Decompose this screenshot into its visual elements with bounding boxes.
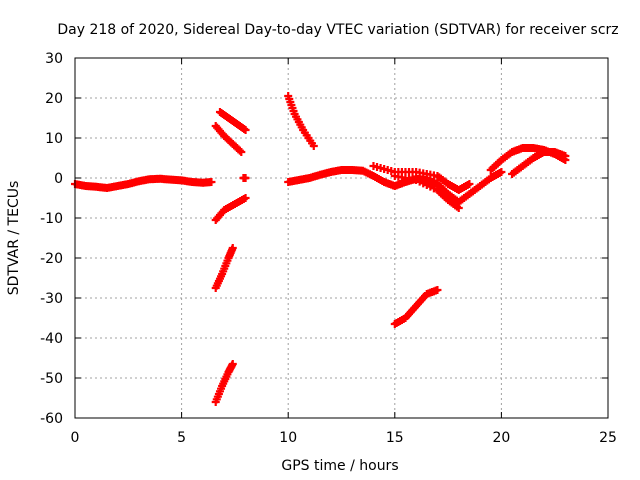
- data-point: [433, 286, 442, 294]
- data-point: [207, 178, 216, 186]
- x-tick-label: 20: [492, 430, 510, 446]
- x-tick-label: 10: [279, 430, 297, 446]
- y-tick-label: -30: [40, 291, 63, 307]
- series-arc-lower-left-a: [211, 194, 250, 224]
- series-arc-upper-left-b: [211, 122, 246, 156]
- grid: [75, 58, 608, 418]
- series-arc-main-left: [71, 174, 216, 192]
- y-tick-label: -20: [40, 251, 63, 267]
- plot-frame: [74, 57, 609, 419]
- data-point: [228, 244, 237, 252]
- data-point: [497, 168, 506, 176]
- data-point: [237, 148, 246, 156]
- y-tick-label: 20: [45, 91, 63, 107]
- data-point: [241, 194, 250, 202]
- data-point: [309, 142, 318, 150]
- data-point: [454, 204, 463, 212]
- y-tick-label: 30: [45, 51, 63, 67]
- data-point: [235, 146, 244, 155]
- y-axis-label: SDTVAR / TECUs: [6, 181, 22, 296]
- data-point: [241, 126, 250, 134]
- series-arc-upper-left-a: [215, 108, 250, 134]
- series-arc-lower-left-b: [211, 244, 237, 292]
- data-point: [561, 152, 570, 160]
- y-tick-label: 10: [45, 131, 63, 147]
- x-tick-label: 15: [386, 430, 404, 446]
- series-arc-lower-left-c: [211, 360, 237, 406]
- x-axis-label: GPS time / hours: [281, 458, 398, 474]
- x-tick-label: 5: [177, 430, 186, 446]
- series-arc-lower-mid: [390, 286, 442, 328]
- y-tick-label: -60: [40, 411, 63, 427]
- y-tick-label: -40: [40, 331, 63, 347]
- series-arc-upper-mid: [284, 92, 318, 150]
- data-point: [241, 174, 250, 182]
- x-tick-label: 0: [71, 430, 80, 446]
- y-tick-label: -50: [40, 371, 63, 387]
- series-arc-right-b: [508, 148, 570, 178]
- x-tick-label: 25: [599, 430, 617, 446]
- data-point: [465, 180, 474, 188]
- series-arc-short-mid: [239, 174, 250, 182]
- series-arc-mid-c: [390, 172, 463, 212]
- y-tick-label: -10: [40, 211, 63, 227]
- chart-title: Day 218 of 2020, Sidereal Day-to-day VTE…: [57, 22, 618, 38]
- data-points: [71, 92, 570, 406]
- y-tick-label: 0: [54, 171, 63, 187]
- data-point: [228, 360, 237, 368]
